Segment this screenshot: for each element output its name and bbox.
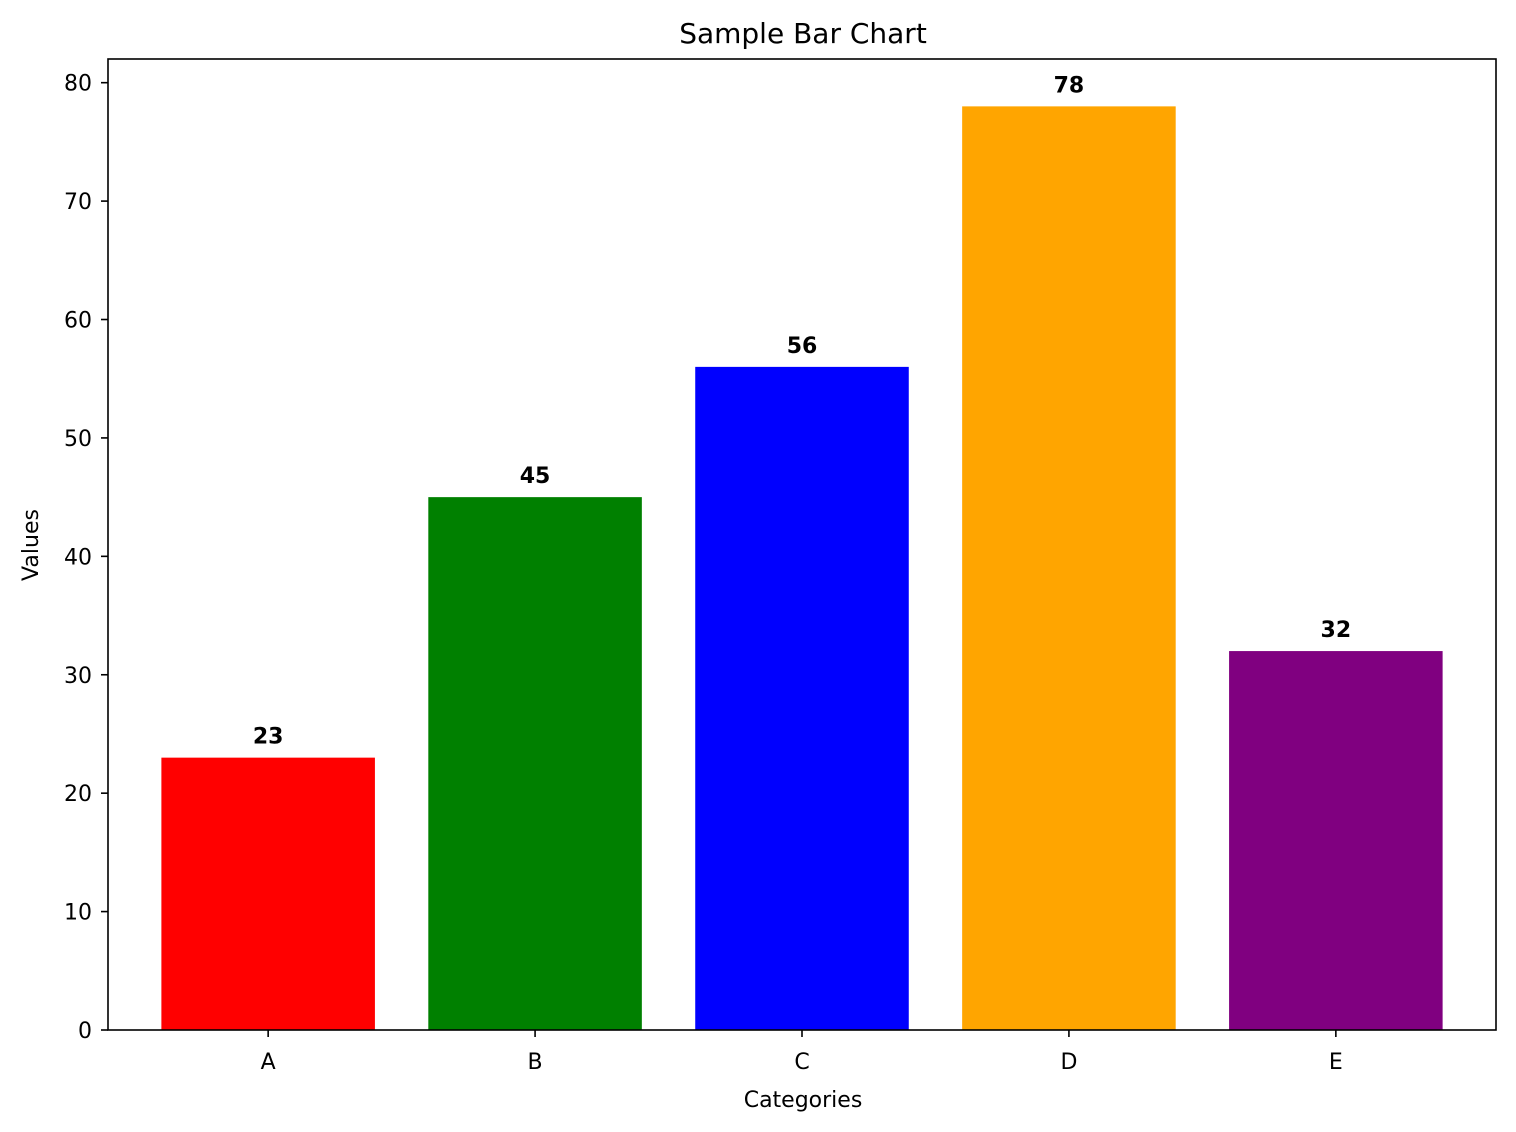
data-label-d: 78 [1054,73,1085,98]
bars-group [161,106,1443,1031]
data-labels-group: 23 45 56 78 32 [253,73,1351,749]
bar-c [695,366,909,1030]
bar-e [1229,651,1443,1030]
x-axis: A B C D E [261,1030,1343,1075]
y-tick-label-80: 80 [64,72,92,97]
bar-b [428,497,642,1030]
x-tick-label-d: D [1060,1050,1077,1075]
data-label-e: 32 [1321,618,1352,643]
y-tick-label-30: 30 [64,664,92,689]
y-tick-label-50: 50 [64,427,92,452]
data-label-c: 56 [787,334,818,359]
x-tick-label-a: A [261,1050,276,1075]
y-tick-label-60: 60 [64,309,92,334]
y-axis: 0 10 20 30 40 50 60 70 80 [64,72,108,1044]
x-tick-label-b: B [528,1050,543,1075]
x-axis-title: Categories [744,1088,863,1113]
y-tick-label-70: 70 [64,190,92,215]
y-axis-title: Values [19,509,44,581]
bar-a [161,757,375,1030]
data-label-a: 23 [253,725,284,750]
y-tick-label-40: 40 [64,545,92,570]
chart-title: Sample Bar Chart [679,17,927,50]
data-label-b: 45 [520,464,551,489]
x-tick-label-c: C [794,1050,809,1075]
x-tick-label-e: E [1329,1050,1343,1075]
y-tick-label-0: 0 [78,1019,92,1044]
bar-d [962,106,1176,1031]
y-tick-label-10: 10 [64,901,92,926]
y-tick-label-20: 20 [64,782,92,807]
